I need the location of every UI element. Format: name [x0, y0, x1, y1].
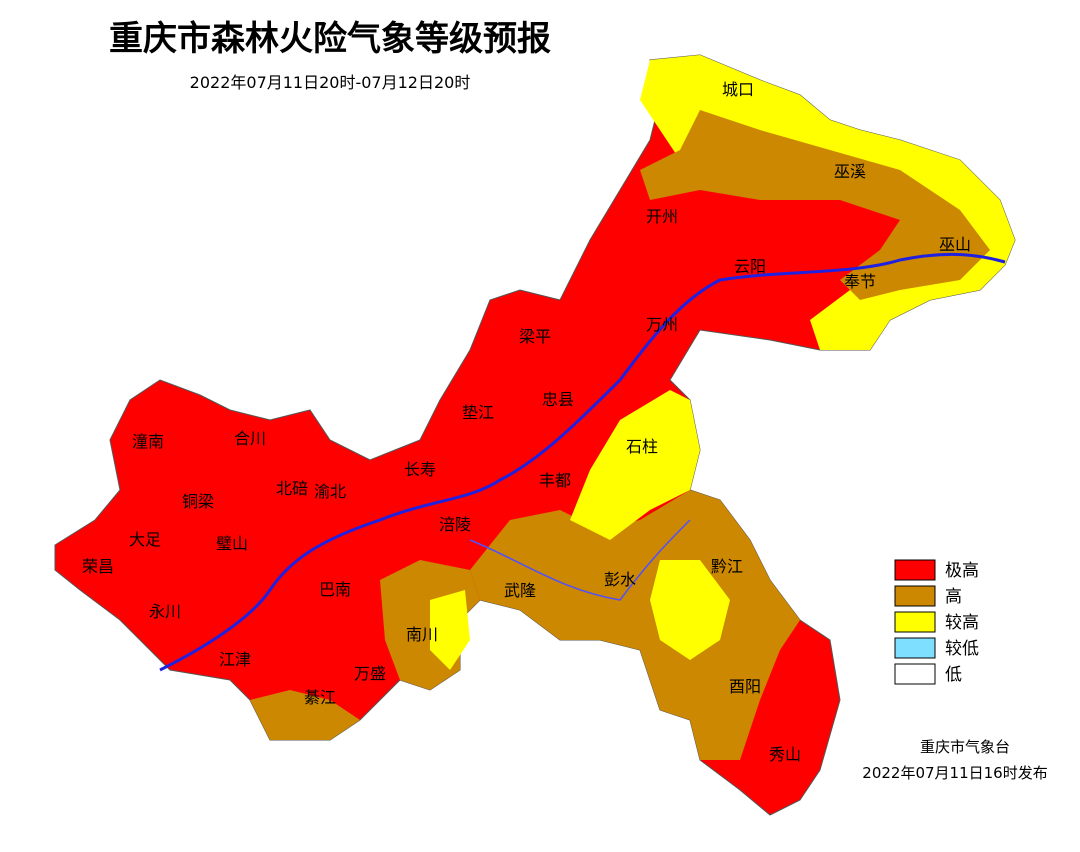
district-label: 涪陵: [439, 515, 471, 534]
district-label: 巴南: [319, 580, 351, 599]
map-title: 重庆市森林火险气象等级预报: [109, 19, 551, 59]
legend-swatch: [894, 663, 936, 685]
district-label: 武隆: [504, 581, 536, 600]
district-label: 云阳: [734, 257, 766, 276]
legend-label: 较高: [945, 613, 979, 633]
issuer: 重庆市气象台: [920, 738, 1010, 756]
district-label: 奉节: [844, 272, 876, 291]
district-label: 彭水: [604, 570, 636, 589]
wu-river: [469, 519, 691, 601]
district-label: 巫山: [939, 235, 971, 254]
district-label: 万盛: [354, 664, 386, 683]
zone-orange: [250, 690, 360, 740]
zone-yellow: [570, 390, 700, 540]
district-label: 酉阳: [729, 677, 761, 696]
district-label: 城口: [722, 80, 754, 99]
district-label: 綦江: [304, 688, 336, 707]
district-label: 大足: [129, 530, 161, 549]
district-label: 秀山: [769, 745, 801, 764]
district-label: 渝北: [314, 482, 346, 501]
district-label: 万州: [646, 315, 678, 334]
legend-swatch: [894, 559, 936, 581]
district-label: 合川: [234, 429, 266, 448]
district-label: 荣昌: [82, 557, 114, 576]
region: [54, 54, 1016, 816]
yangtze-river: [159, 252, 1006, 672]
legend-label: 较低: [945, 639, 979, 659]
district-label: 璧山: [216, 534, 248, 553]
legend-label: 高: [945, 587, 962, 607]
district-label: 梁平: [519, 327, 551, 346]
legend-swatch: [894, 637, 936, 659]
district-label: 开州: [646, 207, 678, 226]
map-subtitle: 2022年07月11日20时-07月12日20时: [190, 73, 471, 92]
district-label: 江津: [219, 650, 251, 669]
district-label: 丰都: [539, 471, 571, 490]
legend-swatch: [894, 611, 936, 633]
legend-swatch: [894, 585, 936, 607]
zone-yellow: [650, 560, 730, 660]
zone-orange: [640, 110, 990, 300]
zone-orange: [470, 490, 800, 760]
district-label: 永川: [149, 602, 181, 621]
district-label: 北碚: [276, 479, 308, 498]
legend-label: 极高: [945, 561, 979, 581]
legend-label: 低: [945, 665, 962, 685]
zone-yellow: [430, 590, 470, 670]
district-label: 潼南: [132, 432, 164, 451]
district-label: 忠县: [542, 390, 574, 409]
issue-time: 2022年07月11日16时发布: [862, 764, 1047, 782]
district-label: 铜梁: [182, 492, 214, 511]
district-label: 巫溪: [834, 162, 866, 181]
district-label: 石柱: [626, 437, 658, 456]
district-label: 垫江: [462, 403, 494, 422]
district-label: 南川: [406, 625, 438, 644]
district-label: 长寿: [404, 460, 436, 479]
district-label: 黔江: [711, 557, 743, 576]
